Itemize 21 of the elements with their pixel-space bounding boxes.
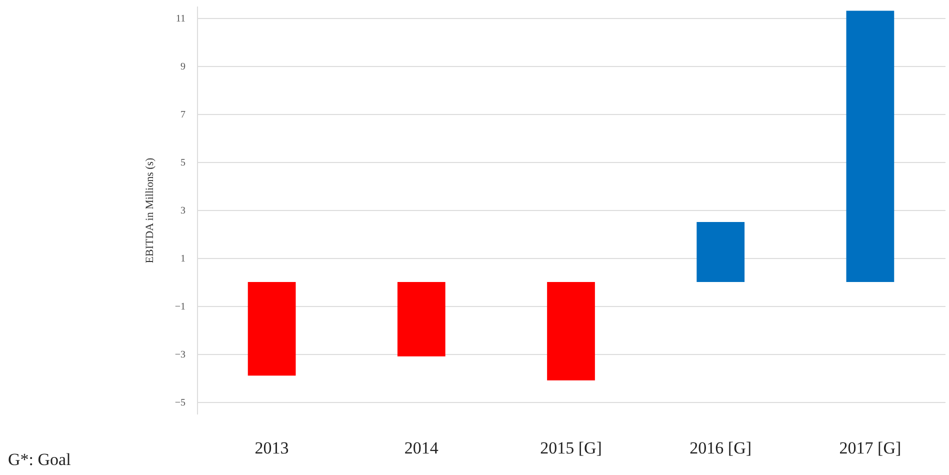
bar: [547, 282, 595, 380]
y-tick-label: 1: [180, 254, 186, 264]
x-tick-label: 2013: [254, 438, 289, 458]
y-tick-label: −3: [174, 350, 186, 360]
bar: [397, 282, 446, 356]
y-axis-title: EBITDA in Millions (s): [144, 157, 156, 264]
y-tick-label: 7: [180, 110, 186, 120]
x-tick-label: 2015 [G]: [540, 438, 602, 458]
bar: [696, 222, 745, 282]
bar: [248, 282, 296, 376]
y-tick-label: 3: [180, 206, 186, 216]
y-tick-label: 5: [180, 158, 186, 168]
y-tick-label: 11: [176, 14, 186, 24]
bar: [846, 10, 894, 282]
y-tick-label: −1: [174, 302, 186, 312]
x-tick-label: 2014: [404, 438, 439, 458]
y-tick-label: −5: [174, 398, 186, 408]
text: G*: Goal: [8, 450, 71, 470]
y-tick-label: 9: [180, 62, 186, 72]
x-tick-label: 2017 [G]: [839, 438, 902, 458]
x-tick-label: 2016 [G]: [690, 438, 752, 458]
